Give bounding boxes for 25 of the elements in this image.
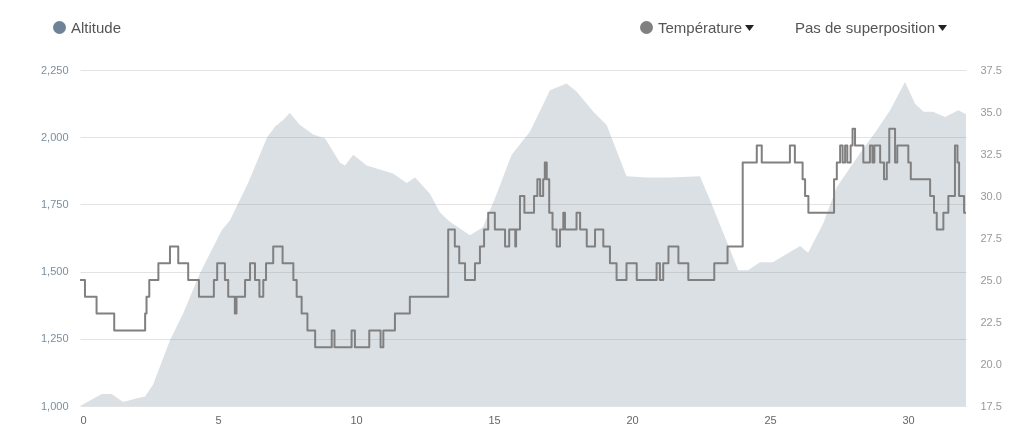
legend-label: Altitude xyxy=(71,19,122,36)
text: Pas de superposition xyxy=(795,19,936,36)
y-tick-label: 1,750 xyxy=(40,197,69,210)
y2-tick-label: 17.5 xyxy=(980,399,1002,412)
y2-tick-label: 27.5 xyxy=(980,231,1002,244)
x-tick-label: 10 xyxy=(350,413,363,426)
y-tick-label: 2,250 xyxy=(40,63,69,76)
y-tick-label: 1,500 xyxy=(40,265,69,278)
y-tick-label: 2,000 xyxy=(40,130,69,143)
x-tick-label: 30 xyxy=(902,413,915,426)
x-tick-label: 25 xyxy=(764,413,777,426)
x-tick-label: 15 xyxy=(488,413,501,426)
x-tick-label: 5 xyxy=(215,413,222,426)
y2-tick-label: 35.0 xyxy=(980,105,1002,118)
y-tick-label: 1,000 xyxy=(40,399,69,412)
x-tick-label: 0 xyxy=(80,413,87,426)
y2-tick-label: 37.5 xyxy=(980,63,1002,76)
y2-tick-label: 20.0 xyxy=(980,357,1002,370)
y2-tick-label: 25.0 xyxy=(980,273,1002,286)
legend-label: Température xyxy=(658,19,743,36)
y2-tick-label: 32.5 xyxy=(980,147,1002,160)
x-tick-label: 20 xyxy=(626,413,639,426)
y2-tick-label: 30.0 xyxy=(980,189,1002,202)
y-tick-label: 1,250 xyxy=(40,332,69,345)
y2-tick-label: 22.5 xyxy=(980,315,1002,328)
